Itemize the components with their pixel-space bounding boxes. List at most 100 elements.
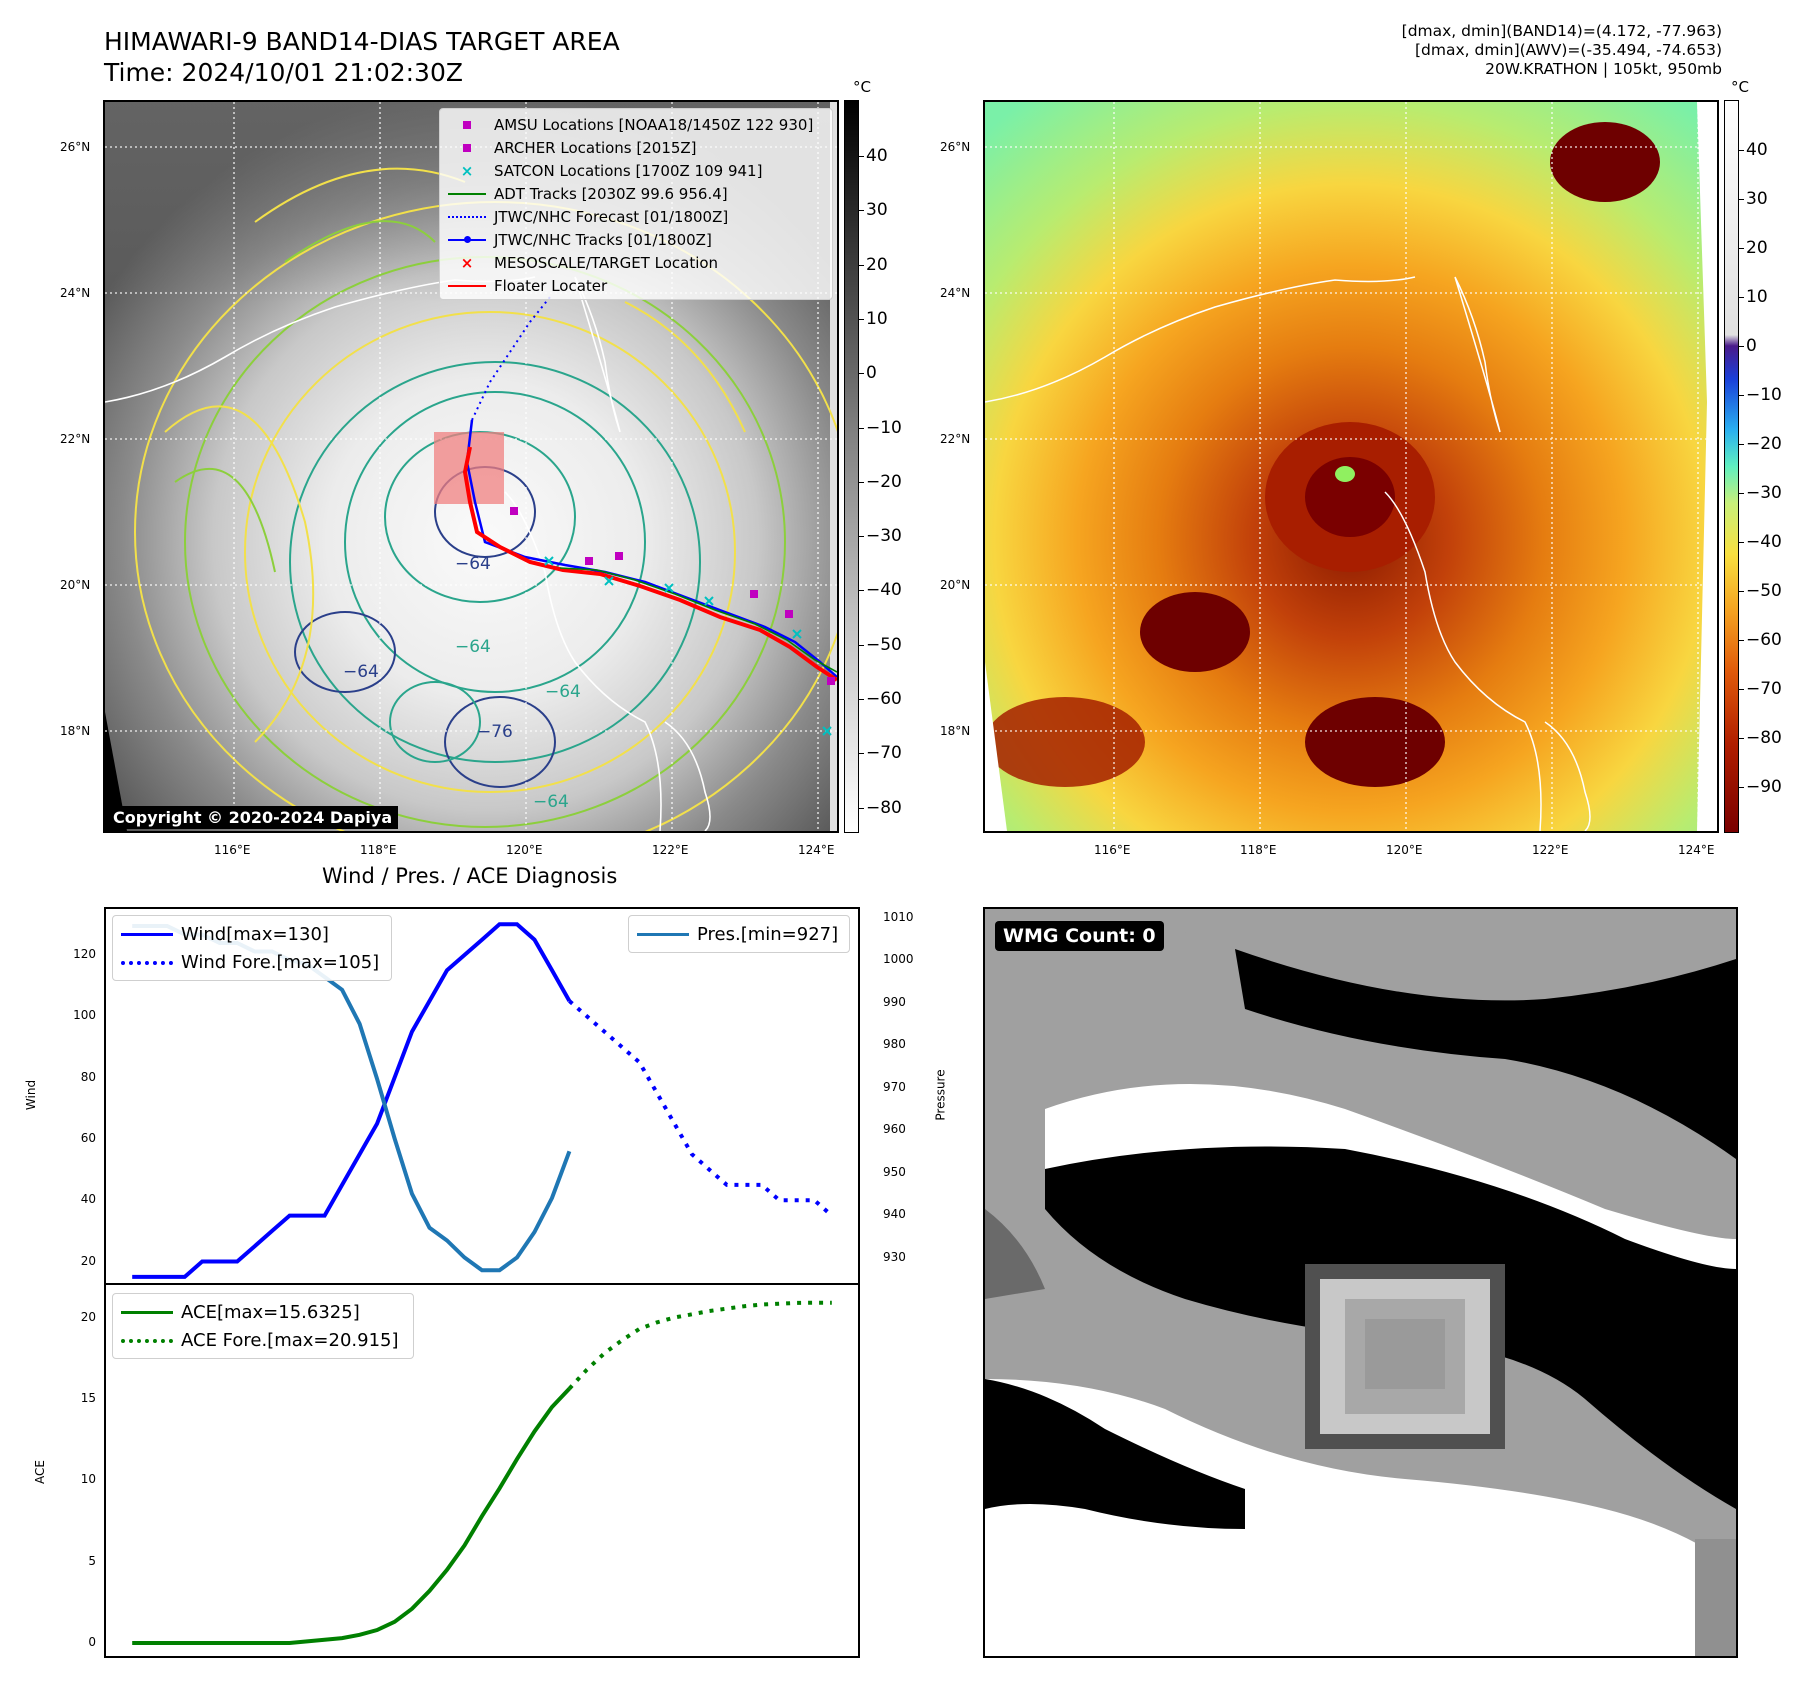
lat-label: 20°N — [60, 578, 91, 592]
colorbar-tick-mark — [1739, 493, 1744, 494]
colorbar-tick-mark — [1739, 787, 1744, 788]
storm-info: [dmax, dmin](BAND14)=(4.172, -77.963) [d… — [1402, 22, 1722, 79]
legend-item-adt: ADT Tracks [2030Z 99.6 956.4] — [448, 182, 824, 205]
colorbar-tick-label: −30 — [1746, 483, 1782, 503]
lat-label: 22°N — [60, 432, 91, 446]
axis-tick-label: 1010 — [883, 909, 914, 924]
colorbar-tick-label: 0 — [866, 363, 877, 384]
axis-tick-label: 100 — [73, 1008, 96, 1023]
lon-label: 116°E — [1094, 843, 1131, 857]
colorbar-tick-mark — [859, 373, 864, 375]
axis-tick-label: 980 — [883, 1037, 906, 1051]
colorbar-tick-label: −40 — [866, 580, 902, 601]
axis-tick-label: 10 — [80, 1472, 96, 1487]
colorbar-unit: °C — [853, 78, 871, 96]
wind-pressure-panel: Wind[max=130] Wind Fore.[max=105] Pres.[… — [104, 907, 860, 1285]
colorbar-tick-mark — [1739, 248, 1744, 249]
colorbar-tick-mark — [1739, 346, 1744, 347]
lon-label: 124°E — [1678, 843, 1715, 857]
lon-label: 124°E — [798, 843, 835, 857]
lon-label: 120°E — [1386, 843, 1423, 857]
info-line3: 20W.KRATHON | 105kt, 950mb — [1485, 60, 1722, 78]
colorbar-tick-label: −60 — [1746, 630, 1782, 650]
lat-label: 26°N — [940, 140, 971, 154]
ace-legend: ACE[max=15.6325] ACE Fore.[max=20.915] — [112, 1293, 414, 1359]
colorbar-tick-label: −10 — [866, 417, 902, 438]
line-dot-icon — [448, 232, 486, 248]
legend-item-ace: ACE[max=15.6325] — [121, 1298, 405, 1326]
colorbar-tick-mark — [1739, 199, 1744, 200]
wmg-count-badge: WMG Count: 0 — [995, 921, 1164, 951]
axis-tick-label: 970 — [883, 1079, 906, 1094]
colorbar-tick-label: −70 — [866, 743, 902, 764]
axis-tick-label: 60 — [80, 1130, 96, 1145]
lon-label: 122°E — [652, 843, 689, 857]
lon-label: 120°E — [506, 843, 543, 857]
pressure-axis-label: Pressure — [933, 1069, 948, 1121]
colorbar-gray — [844, 100, 859, 833]
colorbar-tick-mark — [1739, 591, 1744, 592]
colorbar-tick-mark — [859, 699, 864, 700]
colorbar-tick-mark — [1739, 297, 1744, 298]
colorbar-tick-label: −50 — [866, 634, 902, 655]
colorbar-tick-label: −20 — [1746, 434, 1782, 454]
colorbar-tick-label: −20 — [866, 471, 902, 492]
colorbar-tick-label: −40 — [1746, 532, 1782, 552]
axis-tick-label: 960 — [883, 1122, 906, 1136]
pressure-legend: Pres.[min=927] — [628, 915, 850, 953]
colorbar-tick-label: −50 — [1746, 581, 1782, 601]
colorbar-tick-mark — [859, 536, 864, 538]
colorbar-tick-mark — [1739, 738, 1744, 739]
axis-tick-label: 20 — [80, 1309, 96, 1324]
colorbar-tick-label: −80 — [866, 797, 902, 818]
axis-tick-label: 950 — [883, 1164, 906, 1179]
series-line — [132, 922, 572, 1279]
line-marker-icon — [448, 278, 486, 294]
colorbar-tick-mark — [859, 753, 864, 755]
lat-label: 20°N — [940, 578, 971, 592]
contour-label: −64 — [343, 662, 379, 682]
axis-tick-label: 20 — [80, 1253, 96, 1268]
x-marker-icon: × — [460, 161, 474, 180]
colorbar-tick-mark — [859, 481, 864, 483]
colorbar-tick-mark — [859, 210, 864, 212]
colorbar-tick-mark — [859, 156, 864, 157]
colorbar-tick-label: 10 — [866, 308, 888, 329]
title-line1: HIMAWARI-9 BAND14-DIAS TARGET AREA — [104, 27, 620, 56]
wmg-panel: WMG Count: 0 — [983, 907, 1738, 1658]
series-line — [567, 1300, 832, 1390]
colorbar-tick-mark — [859, 318, 864, 320]
line-marker-icon — [637, 926, 689, 942]
axis-tick-label: 80 — [80, 1069, 96, 1084]
colorbar-tick-label: −70 — [1746, 679, 1782, 699]
page-title: HIMAWARI-9 BAND14-DIAS TARGET AREA Time:… — [104, 26, 620, 88]
axis-tick-label: 15 — [80, 1390, 96, 1405]
lat-label: 24°N — [60, 286, 91, 300]
lat-label: 24°N — [940, 286, 971, 300]
lat-label: 18°N — [940, 724, 971, 738]
colorbar-tick-mark — [859, 427, 864, 429]
diagnosis-title: Wind / Pres. / ACE Diagnosis — [322, 864, 618, 888]
lat-label: 18°N — [60, 724, 91, 738]
colorbar-tick-mark — [859, 644, 864, 646]
title-line2: Time: 2024/10/01 21:02:30Z — [104, 58, 463, 87]
colorbar-tick-label: −90 — [1746, 777, 1782, 797]
contour-label: −64 — [455, 637, 491, 657]
colorbar-awv — [1724, 100, 1739, 833]
contour-label: −76 — [477, 722, 513, 742]
ace-panel: ACE[max=15.6325] ACE Fore.[max=20.915] — [104, 1283, 860, 1658]
wmg-image — [985, 909, 1736, 1656]
series-line — [568, 999, 834, 1218]
colorbar-tick-label: 20 — [866, 254, 888, 275]
legend-item-wind: Wind[max=130] — [121, 920, 383, 948]
colorbar-tick-mark — [1739, 150, 1744, 151]
legend-item-wind-forecast: Wind Fore.[max=105] — [121, 948, 383, 976]
contour-label: −64 — [533, 792, 569, 812]
colorbar-tick-label: 40 — [866, 146, 888, 166]
legend-item-forecast: JTWC/NHC Forecast [01/1800Z] — [448, 205, 824, 228]
legend-item-satcon: × SATCON Locations [1700Z 109 941] — [448, 159, 824, 182]
colorbar-tick-label: −10 — [1746, 385, 1782, 405]
line-marker-icon — [448, 186, 486, 202]
legend-item-mesoscale: × MESOSCALE/TARGET Location — [448, 251, 824, 274]
legend-item-floater: Floater Locater — [448, 274, 824, 297]
